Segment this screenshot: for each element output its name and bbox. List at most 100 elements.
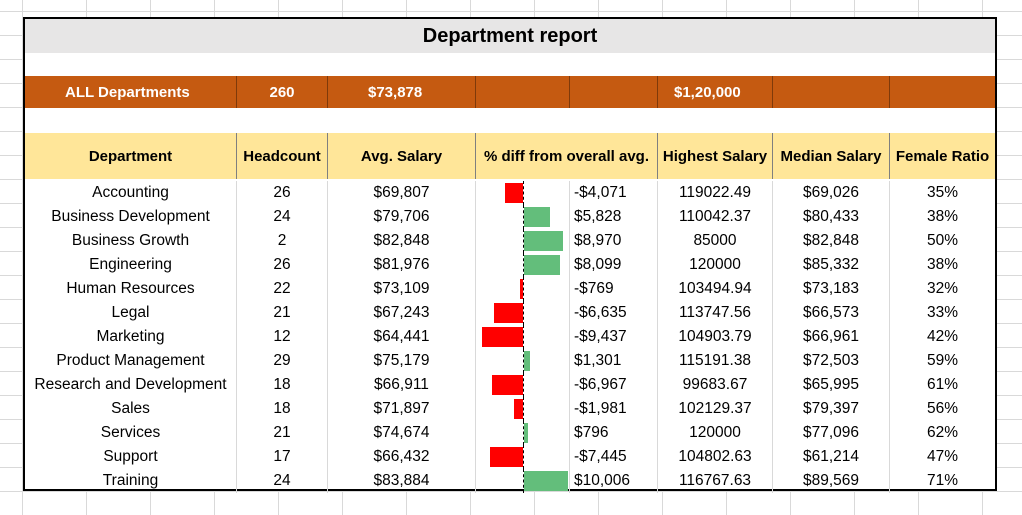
diff-bar-cell[interactable] [476, 397, 570, 421]
highest-salary-cell[interactable]: 119022.49 [658, 181, 773, 205]
highest-salary-cell[interactable]: 115191.38 [658, 349, 773, 373]
report-title[interactable]: Department report [25, 19, 995, 53]
female-ratio-cell[interactable]: 42% [926, 328, 959, 345]
highest-salary-cell[interactable]: 120000 [658, 253, 773, 277]
diff-value-cell[interactable]: $796 [570, 421, 658, 445]
diff-bar-cell[interactable] [476, 301, 570, 325]
department-cell[interactable]: Research and Development [25, 373, 237, 397]
diff-value-cell[interactable]: -$6,967 [570, 373, 658, 397]
department-cell[interactable]: Services [25, 421, 237, 445]
avg-salary-cell[interactable]: $66,911 [328, 373, 476, 397]
highest-salary-cell[interactable]: 104802.63 [658, 445, 773, 469]
median-salary-cell[interactable]: $89,569 [773, 469, 890, 493]
diff-bar-cell[interactable] [476, 205, 570, 229]
header-highest-salary[interactable]: Highest Salary [658, 133, 773, 179]
diff-value-cell[interactable]: $10,006 [570, 469, 658, 493]
headcount-cell[interactable]: 2 [237, 229, 328, 253]
median-salary-cell[interactable]: $82,848 [773, 229, 890, 253]
highest-salary-cell[interactable]: 85000 [658, 229, 773, 253]
summary-avg-salary[interactable]: $73,878 [328, 76, 476, 108]
highest-salary-cell[interactable]: 104903.79 [658, 325, 773, 349]
female-ratio-cell[interactable]: 32% [926, 280, 959, 297]
highest-salary-cell[interactable]: 116767.63 [658, 469, 773, 493]
female-ratio-cell[interactable]: 50% [926, 232, 959, 249]
highest-salary-cell[interactable]: 99683.67 [658, 373, 773, 397]
female-ratio-cell[interactable]: 61% [926, 376, 959, 393]
department-cell[interactable]: Marketing [25, 325, 237, 349]
department-cell[interactable]: Human Resources [25, 277, 237, 301]
diff-value-cell[interactable]: -$4,071 [570, 181, 658, 205]
department-cell[interactable]: Engineering [25, 253, 237, 277]
diff-bar-cell[interactable] [476, 229, 570, 253]
headcount-cell[interactable]: 26 [237, 181, 328, 205]
summary-female-ratio[interactable] [890, 76, 995, 108]
diff-value-cell[interactable]: $8,970 [570, 229, 658, 253]
avg-salary-cell[interactable]: $66,432 [328, 445, 476, 469]
headcount-cell[interactable]: 29 [237, 349, 328, 373]
headcount-cell[interactable]: 21 [237, 301, 328, 325]
summary-diff-bar[interactable] [476, 76, 570, 108]
diff-bar-cell[interactable] [476, 469, 570, 493]
highest-salary-cell[interactable]: 110042.37 [658, 205, 773, 229]
avg-salary-cell[interactable]: $64,441 [328, 325, 476, 349]
highest-salary-cell[interactable]: 120000 [658, 421, 773, 445]
header-median-salary[interactable]: Median Salary [773, 133, 890, 179]
headcount-cell[interactable]: 18 [237, 373, 328, 397]
highest-salary-cell[interactable]: 102129.37 [658, 397, 773, 421]
headcount-cell[interactable]: 24 [237, 205, 328, 229]
header-pct-diff[interactable]: % diff from overall avg. [476, 133, 658, 179]
summary-diff-value[interactable] [570, 76, 658, 108]
header-female-ratio[interactable]: Female Ratio [895, 147, 990, 165]
department-cell[interactable]: Training [25, 469, 237, 493]
diff-value-cell[interactable]: -$7,445 [570, 445, 658, 469]
diff-bar-cell[interactable] [476, 421, 570, 445]
median-salary-cell[interactable]: $77,096 [773, 421, 890, 445]
department-cell[interactable]: Sales [25, 397, 237, 421]
header-department[interactable]: Department [25, 133, 237, 179]
avg-salary-cell[interactable]: $83,884 [328, 469, 476, 493]
diff-value-cell[interactable]: -$6,635 [570, 301, 658, 325]
median-salary-cell[interactable]: $73,183 [773, 277, 890, 301]
department-cell[interactable]: Support [25, 445, 237, 469]
avg-salary-cell[interactable]: $74,674 [328, 421, 476, 445]
median-salary-cell[interactable]: $69,026 [773, 181, 890, 205]
avg-salary-cell[interactable]: $73,109 [328, 277, 476, 301]
summary-highest-salary[interactable]: $1,20,000 [658, 76, 773, 108]
department-cell[interactable]: Legal [25, 301, 237, 325]
highest-salary-cell[interactable]: 113747.56 [658, 301, 773, 325]
female-ratio-cell[interactable]: 47% [926, 448, 959, 465]
diff-bar-cell[interactable] [476, 373, 570, 397]
avg-salary-cell[interactable]: $71,897 [328, 397, 476, 421]
department-cell[interactable]: Business Growth [25, 229, 237, 253]
header-headcount[interactable]: Headcount [237, 133, 328, 179]
headcount-cell[interactable]: 12 [237, 325, 328, 349]
department-cell[interactable]: Business Development [25, 205, 237, 229]
summary-median-salary[interactable] [773, 76, 890, 108]
female-ratio-cell[interactable]: 38% [926, 256, 959, 273]
diff-bar-cell[interactable] [476, 349, 570, 373]
female-ratio-cell[interactable]: 56% [926, 400, 959, 417]
summary-headcount[interactable]: 260 [237, 76, 328, 108]
median-salary-cell[interactable]: $79,397 [773, 397, 890, 421]
headcount-cell[interactable]: 21 [237, 421, 328, 445]
diff-value-cell[interactable]: $5,828 [570, 205, 658, 229]
diff-bar-cell[interactable] [476, 253, 570, 277]
female-ratio-cell[interactable]: 71% [926, 472, 959, 489]
female-ratio-cell[interactable]: 35% [926, 184, 959, 201]
diff-value-cell[interactable]: -$1,981 [570, 397, 658, 421]
diff-value-cell[interactable]: $1,301 [570, 349, 658, 373]
avg-salary-cell[interactable]: $67,243 [328, 301, 476, 325]
median-salary-cell[interactable]: $66,961 [773, 325, 890, 349]
headcount-cell[interactable]: 26 [237, 253, 328, 277]
avg-salary-cell[interactable]: $82,848 [328, 229, 476, 253]
headcount-cell[interactable]: 24 [237, 469, 328, 493]
median-salary-cell[interactable]: $66,573 [773, 301, 890, 325]
header-avg-salary[interactable]: Avg. Salary [328, 133, 476, 179]
department-cell[interactable]: Accounting [25, 181, 237, 205]
headcount-cell[interactable]: 18 [237, 397, 328, 421]
summary-label[interactable]: ALL Departments [25, 76, 237, 108]
median-salary-cell[interactable]: $85,332 [773, 253, 890, 277]
diff-bar-cell[interactable] [476, 325, 570, 349]
diff-bar-cell[interactable] [476, 181, 570, 205]
diff-value-cell[interactable]: $8,099 [570, 253, 658, 277]
